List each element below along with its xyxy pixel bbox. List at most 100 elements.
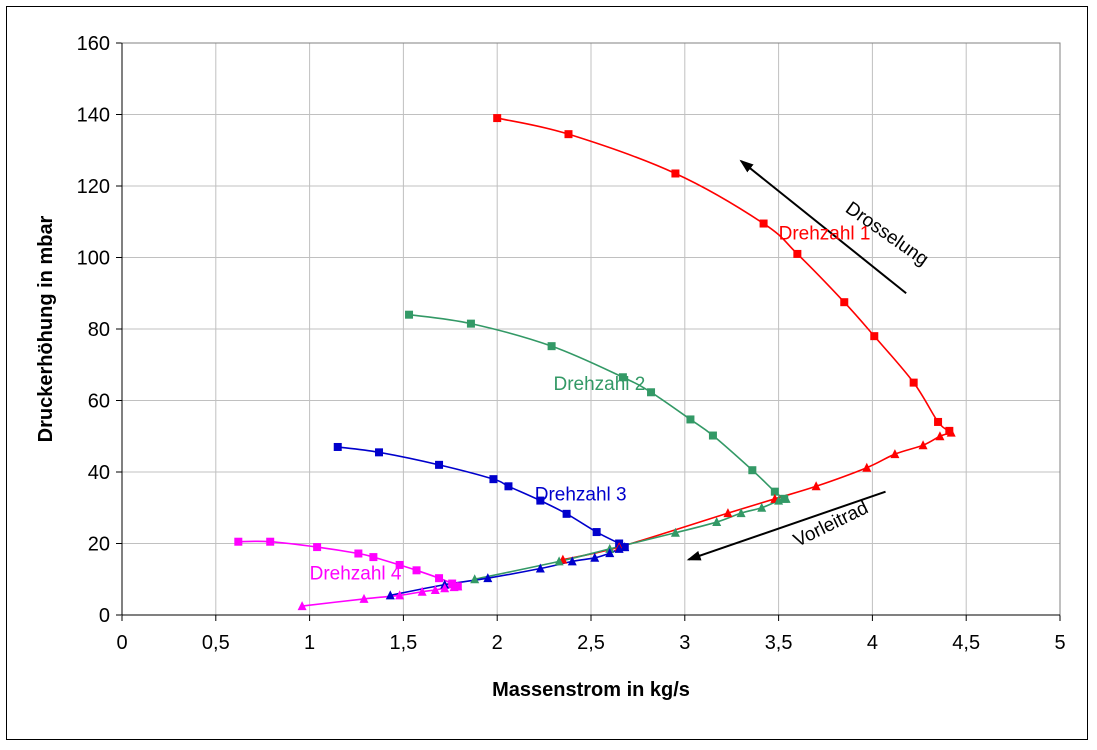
data-point-square [934,417,943,426]
data-point-square [870,332,879,341]
data-point-square [333,442,342,451]
data-point-square [748,466,757,475]
x-tick-label: 4,5 [952,632,980,654]
data-point-triangle [554,556,564,566]
data-point-square [562,509,571,518]
data-point-square [770,487,779,496]
data-point-triangle [395,590,405,600]
data-point-square [395,560,404,569]
data-point-square [686,415,695,424]
arrow [739,159,907,295]
x-tick-label: 0 [116,632,127,654]
y-tick-label: 40 [88,462,110,484]
data-point-triangle [535,563,545,573]
data-point-triangle [620,542,630,552]
x-tick-label: 3,5 [765,632,793,654]
data-point-square [412,566,421,575]
data-point-square [793,249,802,258]
x-tick-label: 4 [867,632,878,654]
gridlines [116,42,1061,621]
data-point-square [448,579,457,588]
data-point-square [945,426,954,435]
y-tick-label: 160 [77,33,110,55]
x-tick-label: 1,5 [389,632,417,654]
data-point-square [375,448,384,457]
x-tick-label: 1 [304,632,315,654]
y-tick-label: 140 [77,105,110,127]
series-line-3 [337,446,626,548]
data-point-triangle [723,508,733,518]
data-point-triangle [297,601,307,611]
data-point-square [405,310,414,319]
data-point-square [671,169,680,178]
data-point-square [618,373,627,382]
data-point-square [354,549,363,558]
data-point-triangle [590,552,600,562]
data-point-square [647,388,656,397]
data-point-triangle [811,481,821,491]
data-point-square [466,319,475,328]
data-point-square [266,537,275,546]
axes [121,43,1060,616]
series-line-5 [562,431,952,561]
data-point-triangle [567,556,577,566]
data-point-triangle [935,431,945,441]
data-point-triangle [440,583,450,593]
data-point-triangle [918,440,928,450]
arrow [686,490,886,561]
data-point-triangle [670,527,680,537]
data-point-square [547,342,556,351]
data-point-triangle [757,502,767,512]
series-line-2 [408,313,785,500]
data-point-triangle [736,508,746,518]
y-tick-label: 60 [88,391,110,413]
data-point-square [435,460,444,469]
data-point-triangle [483,573,493,583]
data-point-triangle [470,574,480,584]
data-point-square [909,378,918,387]
data-markers [234,114,956,611]
series-line-6 [474,498,787,581]
tick-labels: 0 0,5 1 1,5 2 2,5 3 3,5 4 4,5 5 0 20 40 60 80 100 120 140 1… [77,33,1066,654]
data-point-square [313,543,322,552]
annotation-label: Drehzahl 1 [779,224,871,245]
x-tick-label: 5 [1054,632,1065,654]
series-line-4 [238,540,459,588]
y-axis-title: Druckerhöhung in mbar [35,215,57,442]
data-point-triangle [453,581,463,591]
data-point-square [840,298,849,307]
data-point-triangle [890,449,900,459]
data-point-square [708,431,717,440]
x-tick-label: 2 [492,632,503,654]
data-point-square [504,482,513,491]
data-point-square [435,574,444,583]
data-point-triangle [946,427,956,437]
data-point-triangle [781,493,791,503]
x-tick-label: 0,5 [202,632,230,654]
y-tick-label: 0 [99,605,110,627]
data-point-triangle [417,586,427,596]
data-point-square [369,553,378,562]
data-point-square [234,537,243,546]
data-point-square [489,475,498,484]
data-point-square [564,130,573,139]
data-point-square [592,528,601,537]
y-tick-label: 100 [77,248,110,270]
data-point-triangle [359,593,369,603]
annotation-label: Drehzahl 4 [310,563,402,584]
annotation-label: Drehzahl 3 [535,485,627,506]
data-point-triangle [712,517,722,527]
data-point-square [759,219,768,228]
data-point-triangle [430,584,440,594]
x-tick-label: 2,5 [577,632,605,654]
x-tick-label: 3 [679,632,690,654]
x-axis-title: Massenstrom in kg/s [492,679,690,701]
y-tick-label: 20 [88,534,110,556]
data-point-triangle [605,548,615,558]
y-tick-label: 120 [77,176,110,198]
data-point-triangle [774,495,784,505]
data-point-triangle [862,462,872,472]
annotation-label: Drehzahl 2 [553,374,645,395]
data-point-square [536,496,545,505]
